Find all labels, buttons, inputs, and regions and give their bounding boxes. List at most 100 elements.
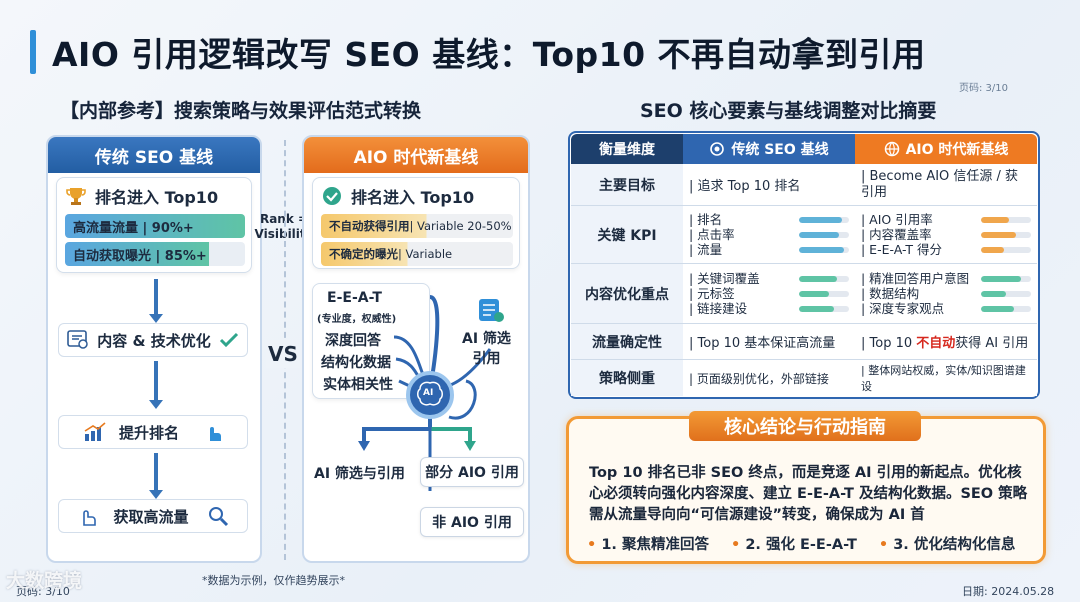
kpi-bar bbox=[799, 246, 849, 253]
aio-panel: AIO 时代新基线 排名进入 Top10 不自动获得引用 | Variable … bbox=[302, 135, 530, 563]
row-dim-strategy: 策略侧重 bbox=[571, 360, 683, 396]
ai-filter-citation-output: AI 筛选与引用 bbox=[314, 466, 405, 482]
target-icon bbox=[710, 142, 725, 156]
kpi-item: | 点击率 bbox=[689, 227, 735, 242]
touch-icon bbox=[83, 510, 97, 526]
action-item-label: 2. 强化 E-E-A-T bbox=[745, 537, 857, 553]
kpi-item: | 排名 bbox=[689, 212, 723, 227]
footer-date: 日期: 2024.05.28 bbox=[962, 585, 1055, 598]
uncertain-exposure-value: | Variable bbox=[398, 247, 453, 261]
content-bar bbox=[981, 305, 1031, 312]
no-auto-citation-bar: 不自动获得引用 | Variable 20-50% bbox=[321, 214, 513, 238]
kpi-bar bbox=[799, 216, 849, 223]
certainty-aio-a: | Top 10 bbox=[861, 336, 917, 351]
ai-citation-text: 引用 bbox=[472, 351, 501, 367]
comparison-table: 衡量维度 传统 SEO 基线 AIO 时代新基线 主要目标 | 追求 Top 1… bbox=[571, 134, 1037, 396]
kpi-bar bbox=[799, 231, 849, 238]
row-goal-traditional: | 追求 Top 10 排名 bbox=[683, 164, 855, 206]
content-tech-step-label: 内容 & 技术优化 bbox=[97, 331, 211, 350]
action-item: • 1. 聚焦精准回答 bbox=[587, 537, 709, 553]
rank-card-aio: 排名进入 Top10 不自动获得引用 | Variable 20-50% 不确定… bbox=[312, 177, 520, 269]
row-certainty-aio: | Top 10 不自动获得 AI 引用 bbox=[855, 324, 1037, 360]
content-bar bbox=[799, 290, 849, 297]
uncertain-exposure-label: 不确定的曝光 bbox=[329, 247, 398, 261]
rank-up-step-label: 提升排名 bbox=[118, 423, 179, 442]
col-header-dimension: 衡量维度 bbox=[571, 134, 683, 164]
kpi-item: | AIO 引用率 bbox=[861, 212, 933, 227]
certainty-aio-b: 获得 AI 引用 bbox=[955, 336, 1029, 351]
col-header-traditional-label: 传统 SEO 基线 bbox=[731, 142, 829, 158]
code-page-icon bbox=[67, 330, 88, 349]
eeat-card: E-E-A-T (专业度，权威性) 深度回答 结构化数据 实体相关性 bbox=[312, 283, 430, 399]
content-item: | 数据结构 bbox=[861, 286, 920, 301]
row-content-aio: | 精准回答用户意图 | 数据结构 | 深度专家观点 bbox=[855, 264, 1037, 324]
row-kpi-traditional: | 排名 | 点击率 | 流量 bbox=[683, 206, 855, 264]
row-dim-certainty: 流量确定性 bbox=[571, 324, 683, 360]
action-item: • 2. 强化 E-E-A-T bbox=[730, 537, 857, 553]
eeat-subtitle: (专业度，权威性) bbox=[317, 314, 397, 325]
title-accent-bar bbox=[30, 30, 36, 74]
bar-growth-icon bbox=[84, 422, 106, 441]
table-row: 策略侧重 | 页面级别优化，外部链接 | 整体网站权威，实体/知识图谱建设 bbox=[571, 360, 1037, 396]
kpi-bar bbox=[981, 216, 1031, 223]
factor-deep-answer: 深度回答 bbox=[325, 333, 381, 349]
certainty-aio-highlight: 不自动 bbox=[916, 336, 956, 351]
exposure-bar: 自动获取曝光 | 85%+ bbox=[65, 242, 245, 266]
rank-card-traditional: 排名进入 Top10 高流量流量 | 90%+ 自动获取曝光 | 85%+ bbox=[56, 177, 252, 273]
table-row: 关键 KPI | 排名 | 点击率 | 流量 | AIO 引用率 | 内容覆盖率… bbox=[571, 206, 1037, 264]
conclusion-header: 核心结论与行动指南 bbox=[689, 411, 921, 441]
action-item: • 3. 优化结构化信息 bbox=[878, 537, 1016, 553]
page-title: AIO 引用逻辑改写 SEO 基线：Top10 不再自动拿到引用 bbox=[52, 35, 926, 74]
row-dim-content-focus: 内容优化重点 bbox=[571, 264, 683, 324]
ai-filter-text: AI 筛选 bbox=[462, 331, 511, 347]
action-item-label: 1. 聚焦精准回答 bbox=[601, 537, 709, 553]
flow-arrow-3 bbox=[149, 453, 163, 499]
rank-up-step: 提升排名 bbox=[58, 415, 248, 449]
factor-entity-relevance: 实体相关性 bbox=[323, 377, 393, 393]
kpi-item: | 内容覆盖率 bbox=[861, 227, 932, 242]
traffic-bar-label: 高流量流量 | 90%+ bbox=[73, 220, 194, 236]
rank-title-aio: 排名进入 Top10 bbox=[351, 188, 475, 207]
row-dim-kpi: 关键 KPI bbox=[571, 206, 683, 264]
row-kpi-aio: | AIO 引用率 | 内容覆盖率 | E-E-A-T 得分 bbox=[855, 206, 1037, 264]
traditional-seo-panel: 传统 SEO 基线 排名进入 Top10 高流量流量 | 90%+ 自动获取曝光… bbox=[46, 135, 262, 563]
high-traffic-step: 获取高流量 bbox=[58, 499, 248, 533]
col-header-traditional: 传统 SEO 基线 bbox=[683, 134, 855, 164]
content-item: | 关键词覆盖 bbox=[689, 271, 760, 286]
footnote: *数据为示例，仅作趋势展示* bbox=[202, 574, 345, 587]
exposure-bar-label: 自动获取曝光 | 85%+ bbox=[73, 248, 207, 264]
content-item: | 元标签 bbox=[689, 286, 735, 301]
row-strategy-aio: | 整体网站权威，实体/知识图谱建设 bbox=[855, 360, 1037, 396]
content-bar bbox=[981, 275, 1031, 282]
verified-badge-icon bbox=[323, 187, 341, 205]
kpi-item: | E-E-A-T 得分 bbox=[861, 242, 942, 257]
content-bar bbox=[799, 305, 849, 312]
page-indicator-top: 页码: 3/10 bbox=[958, 83, 1008, 94]
uncertain-exposure-bar: 不确定的曝光 | Variable bbox=[321, 242, 513, 266]
row-certainty-traditional: | Top 10 基本保证高流量 bbox=[683, 324, 855, 360]
traffic-bar: 高流量流量 | 90%+ bbox=[65, 214, 245, 238]
col-header-aio-label: AIO 时代新基线 bbox=[905, 142, 1009, 158]
kpi-item: | 流量 bbox=[689, 242, 723, 257]
aio-header: AIO 时代新基线 bbox=[304, 137, 528, 173]
action-bullets: • 1. 聚焦精准回答 • 2. 强化 E-E-A-T • 3. 优化结构化信息 bbox=[587, 533, 1015, 554]
conclusion-box: 核心结论与行动指南 Top 10 排名已非 SEO 终点，而是竞逐 AI 引用的… bbox=[566, 411, 1046, 564]
content-bar bbox=[981, 290, 1031, 297]
globe-icon bbox=[884, 141, 899, 157]
flow-arrow-2 bbox=[149, 361, 163, 409]
col-header-aio: AIO 时代新基线 bbox=[855, 134, 1037, 164]
trophy-icon bbox=[66, 188, 86, 205]
watermark-logo: 大数跨境 bbox=[6, 570, 83, 592]
eeat-label: E-E-A-T bbox=[327, 290, 382, 306]
checkmark-icon bbox=[219, 332, 238, 348]
row-dim-goal: 主要目标 bbox=[571, 164, 683, 206]
traditional-seo-header: 传统 SEO 基线 bbox=[48, 137, 260, 173]
no-auto-citation-value: | Variable 20-50% bbox=[409, 219, 512, 233]
content-bar bbox=[799, 275, 849, 282]
content-item: | 深度专家观点 bbox=[861, 301, 945, 316]
row-content-traditional: | 关键词覆盖 | 元标签 | 链接建设 bbox=[683, 264, 855, 324]
row-strategy-traditional: | 页面级别优化，外部链接 bbox=[683, 360, 855, 396]
factor-structured-data: 结构化数据 bbox=[321, 355, 391, 371]
left-subtitle: 【内部参考】搜索策略与效果评估范式转换 bbox=[60, 100, 422, 122]
content-item: | 链接建设 bbox=[689, 301, 748, 316]
